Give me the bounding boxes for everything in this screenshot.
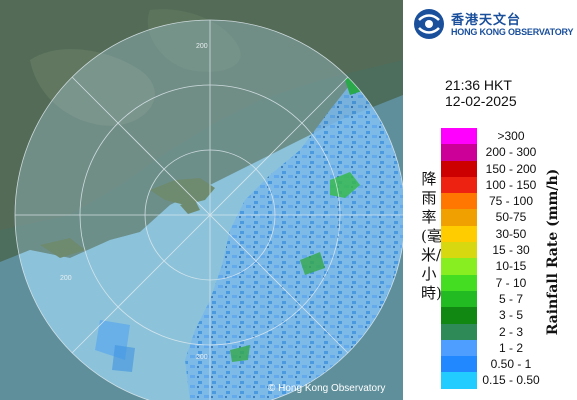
range-label-north: 200 bbox=[196, 43, 208, 50]
legend-title-english-text: Rainfall Rate (mm/h) bbox=[545, 168, 561, 336]
legend-row: 15 - 30 bbox=[441, 242, 561, 259]
legend-row: 10-15 bbox=[441, 258, 561, 275]
date-text: 12-02-2025 bbox=[445, 93, 517, 109]
legend-swatch bbox=[441, 176, 477, 194]
legend-swatch bbox=[441, 144, 477, 161]
legend-label: 75 - 100 bbox=[488, 194, 534, 209]
observatory-logo: 香港天文台 HONG KONG OBSERVATORY bbox=[413, 8, 574, 40]
legend-row: 150 - 200 bbox=[441, 160, 561, 177]
island-lantau bbox=[180, 200, 200, 214]
rain-cell-blue-2 bbox=[112, 345, 135, 372]
legend-row: 50-75 bbox=[441, 209, 561, 226]
legend-swatch bbox=[441, 356, 477, 373]
logo-english-text: HONG KONG OBSERVATORY bbox=[451, 27, 574, 37]
observatory-emblem-icon bbox=[414, 9, 444, 39]
legend-row: 2 - 3 bbox=[441, 323, 561, 340]
legend-swatch bbox=[441, 242, 477, 259]
legend-label: >300 bbox=[497, 129, 525, 143]
radar-map-svg bbox=[0, 0, 403, 400]
legend-label: 3 - 5 bbox=[498, 308, 523, 323]
legend-swatch bbox=[441, 160, 477, 177]
legend-row: 75 - 100 bbox=[441, 193, 561, 210]
legend-label: 30-50 bbox=[495, 226, 527, 241]
legend-label: 100 - 150 bbox=[485, 177, 537, 192]
legend-label: 50-75 bbox=[495, 210, 527, 225]
legend-label: 0.50 - 1 bbox=[490, 357, 532, 372]
legend-label: 150 - 200 bbox=[485, 161, 537, 176]
legend-row: 5 - 7 bbox=[441, 290, 561, 308]
timestamp: 21:36 HKT 12-02-2025 bbox=[445, 77, 517, 109]
legend-row: 0.50 - 1 bbox=[441, 356, 561, 373]
legend-swatch bbox=[441, 274, 477, 291]
legend-label: 200 - 300 bbox=[485, 145, 537, 160]
rain-band bbox=[185, 65, 403, 400]
rain-cell-green-3 bbox=[300, 252, 325, 275]
legend-label: 0.15 - 0.50 bbox=[482, 373, 540, 388]
hong-kong-island bbox=[150, 178, 215, 205]
range-label-south: 200 bbox=[196, 354, 208, 361]
legend-swatch bbox=[441, 209, 477, 226]
legend-title-chinese: 降雨率(毫米/小時) bbox=[421, 170, 442, 302]
rainfall-legend: >300 200 - 300 150 - 200 100 - 150 75 - … bbox=[441, 128, 561, 389]
legend-row: 7 - 10 bbox=[441, 274, 561, 291]
legend-label: 10-15 bbox=[495, 259, 527, 274]
legend-swatch bbox=[441, 339, 477, 357]
legend-swatch bbox=[441, 128, 477, 145]
legend-label: 5 - 7 bbox=[498, 291, 523, 306]
legend-row: 1 - 2 bbox=[441, 339, 561, 357]
legend-row: 200 - 300 bbox=[441, 144, 561, 161]
legend-swatch bbox=[441, 323, 477, 340]
legend-swatch bbox=[441, 193, 477, 210]
legend-swatch bbox=[441, 225, 477, 243]
land-texture-1 bbox=[30, 49, 155, 126]
range-label-west: 200 bbox=[60, 275, 72, 282]
info-panel: 香港天文台 HONG KONG OBSERVATORY 21:36 HKT 12… bbox=[403, 0, 577, 400]
time-text: 21:36 HKT bbox=[445, 77, 512, 93]
rain-cell-green-4 bbox=[230, 345, 250, 362]
range-rings bbox=[14, 19, 403, 400]
legend-row: 3 - 5 bbox=[441, 307, 561, 324]
legend-swatch bbox=[441, 258, 477, 275]
legend-label: 1 - 2 bbox=[498, 340, 523, 355]
legend-row: 0.15 - 0.50 bbox=[441, 372, 561, 389]
legend-label: 15 - 30 bbox=[492, 243, 530, 258]
legend-row: 100 - 150 bbox=[441, 176, 561, 194]
legend-row: 30-50 bbox=[441, 225, 561, 243]
legend-title-english: Rainfall Rate (mm/h) bbox=[545, 169, 573, 336]
legend-label: 2 - 3 bbox=[498, 324, 523, 339]
legend-row: >300 bbox=[441, 128, 561, 145]
land-texture-2 bbox=[147, 9, 241, 72]
copyright-text: © Hong Kong Observatory bbox=[268, 383, 386, 394]
legend-swatch bbox=[441, 372, 477, 389]
legend-label: 7 - 10 bbox=[495, 275, 527, 290]
legend-swatch bbox=[441, 290, 477, 308]
radar-map: 200 200 200 © Hong Kong Observatory bbox=[0, 0, 403, 400]
logo-chinese-text: 香港天文台 bbox=[451, 13, 522, 28]
legend-swatch bbox=[441, 307, 477, 324]
island-west bbox=[40, 238, 85, 258]
